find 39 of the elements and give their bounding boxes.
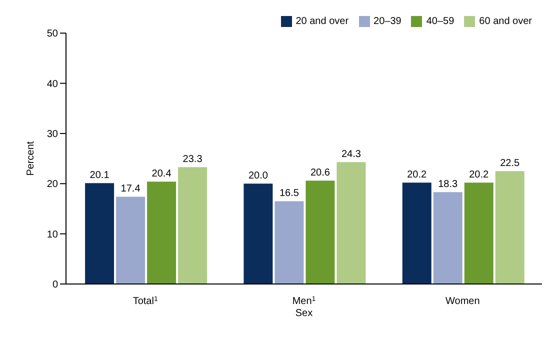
bar <box>116 196 146 284</box>
data-label: 22.5 <box>500 158 520 170</box>
legend-label: 40–59 <box>426 16 454 28</box>
bar <box>178 167 208 284</box>
bar <box>147 182 176 284</box>
y-axis-title: Percent <box>26 141 37 176</box>
x-tick-label: Total$^{1}$ <box>132 296 158 307</box>
data-label: 20.1 <box>90 170 110 182</box>
legend-label: 60 and over <box>479 16 532 28</box>
x-axis-title: Sex <box>295 308 313 319</box>
y-tick-label: 20 <box>46 179 58 190</box>
data-label: 23.3 <box>182 154 203 166</box>
data-label: 20.4 <box>152 168 172 180</box>
data-label: 20.6 <box>310 168 330 179</box>
y-tick-label: 10 <box>46 229 58 240</box>
legend-label: 20 and over <box>296 16 349 28</box>
bar <box>244 184 273 284</box>
y-tick-label: 40 <box>46 78 58 90</box>
bar <box>85 183 114 284</box>
y-tick-label: 0 <box>52 280 58 291</box>
data-label: 20.0 <box>248 170 268 182</box>
y-tick-label: 50 <box>46 28 58 40</box>
bar <box>402 182 432 284</box>
x-tick-label: Men$^{1}$ <box>292 296 316 307</box>
data-label: 20.2 <box>407 170 428 181</box>
bar <box>433 192 462 284</box>
legend-label: 20–39 <box>374 16 402 28</box>
data-label: 16.5 <box>279 188 300 200</box>
bar <box>464 182 494 284</box>
y-tick-label: 30 <box>46 129 58 140</box>
data-label: 20.2 <box>469 170 490 181</box>
data-label: 24.3 <box>341 149 362 160</box>
bar <box>306 180 335 284</box>
bar <box>495 171 524 284</box>
x-tick-label: Women <box>446 296 480 307</box>
bar <box>336 162 366 284</box>
data-label: 18.3 <box>438 179 458 190</box>
data-label: 17.4 <box>120 184 141 195</box>
bar <box>274 201 304 284</box>
